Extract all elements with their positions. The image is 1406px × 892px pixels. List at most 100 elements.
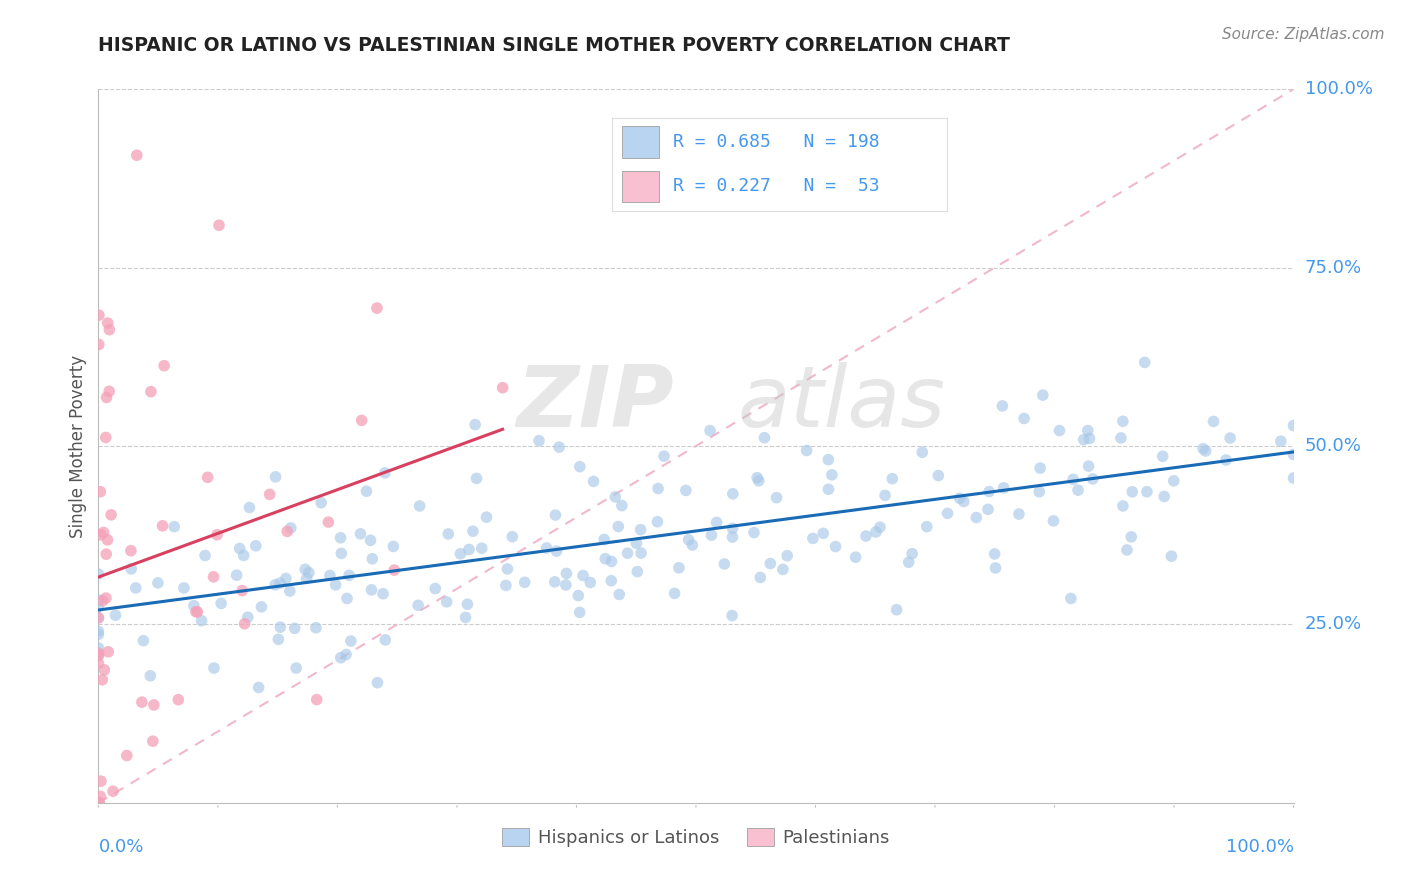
Point [337, 568, 360, 582]
Point [374, 466, 396, 480]
Point [582, 475, 605, 489]
Point [817, 482, 839, 496]
Point [721, 521, 744, 535]
Point [89, 484, 111, 499]
Point [1282, 418, 1305, 433]
Point [1073, 433, 1095, 447]
Point [278, 584, 301, 599]
Point [647, 515, 669, 529]
Point [101, 784, 124, 798]
Point [209, 596, 232, 610]
Point [142, 698, 165, 712]
Point [87, 640, 110, 655]
Point [700, 528, 723, 542]
Point [340, 634, 363, 648]
Point [153, 359, 176, 373]
Point [87, 648, 110, 662]
Point [350, 413, 373, 427]
Point [572, 568, 595, 582]
Point [546, 544, 568, 558]
Point [1012, 411, 1035, 425]
Point [97, 316, 120, 330]
Point [336, 591, 359, 606]
Text: 100.0%: 100.0% [1226, 838, 1294, 855]
Point [897, 555, 920, 569]
Point [454, 610, 477, 624]
Point [1077, 459, 1099, 474]
Point [1136, 484, 1159, 499]
Point [824, 540, 846, 554]
Point [721, 608, 744, 623]
Point [1062, 472, 1084, 486]
Point [765, 491, 787, 505]
Point [600, 574, 623, 588]
Point [461, 524, 484, 539]
Point [329, 650, 352, 665]
Point [120, 562, 142, 576]
Point [146, 575, 169, 590]
Point [886, 603, 908, 617]
Point [294, 562, 316, 576]
Point [991, 399, 1014, 413]
Point [91, 673, 114, 687]
Point [977, 502, 1000, 516]
Point [456, 597, 478, 611]
Point [527, 434, 550, 448]
Point [855, 529, 877, 543]
Point [911, 445, 934, 459]
Point [382, 540, 405, 554]
Point [131, 695, 153, 709]
Point [295, 571, 318, 585]
Point [115, 748, 138, 763]
Point [97, 645, 120, 659]
Text: 75.0%: 75.0% [1305, 259, 1362, 277]
Point [197, 470, 219, 484]
Point [236, 610, 259, 624]
Point [202, 570, 225, 584]
Point [949, 491, 972, 506]
Point [87, 646, 110, 660]
Text: 25.0%: 25.0% [1305, 615, 1362, 633]
Point [610, 499, 633, 513]
Point [600, 554, 623, 568]
Point [630, 546, 652, 560]
Point [1081, 472, 1104, 486]
Point [194, 549, 217, 563]
Point [233, 616, 256, 631]
Point [544, 574, 567, 589]
Point [1042, 514, 1064, 528]
Point [845, 550, 868, 565]
Point [865, 524, 887, 539]
Point [548, 440, 571, 454]
Point [936, 507, 959, 521]
Point [471, 541, 494, 556]
Point [96, 533, 118, 547]
Point [495, 578, 517, 592]
Point [269, 576, 291, 591]
Point [1078, 432, 1101, 446]
Point [713, 557, 735, 571]
Point [87, 337, 110, 351]
Point [366, 301, 388, 315]
Point [264, 470, 287, 484]
Point [595, 551, 617, 566]
Point [152, 518, 174, 533]
Point [87, 657, 110, 671]
Point [813, 526, 835, 541]
Point [132, 633, 155, 648]
Point [475, 510, 498, 524]
Point [330, 546, 353, 560]
Point [298, 566, 321, 580]
Point [371, 587, 394, 601]
Point [536, 541, 558, 555]
Point [305, 692, 328, 706]
Point [869, 520, 891, 534]
Point [247, 681, 270, 695]
Point [607, 519, 630, 533]
Point [93, 663, 115, 677]
Point [1202, 415, 1225, 429]
Point [555, 566, 578, 581]
Point [205, 528, 228, 542]
Point [94, 430, 117, 444]
Point [87, 611, 110, 625]
